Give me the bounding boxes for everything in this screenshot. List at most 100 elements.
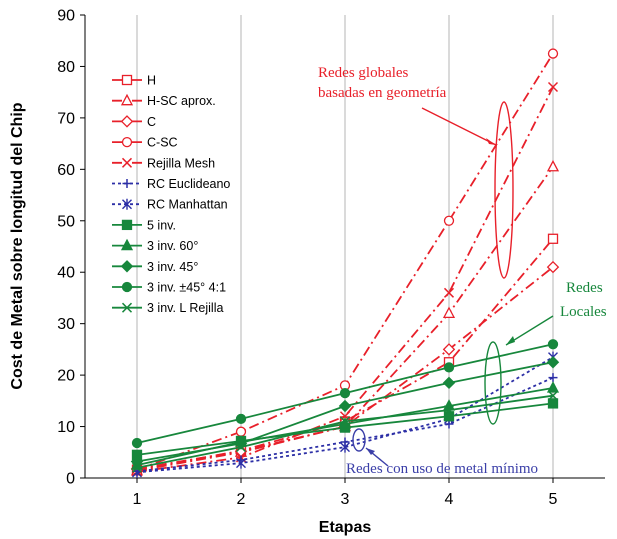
global-annotation-arrow — [421, 107, 497, 146]
minimum-metal-annotation-ellipse — [352, 428, 366, 452]
data-point — [235, 413, 247, 424]
legend-marker — [122, 198, 132, 210]
legend-label: Rejilla Mesh — [147, 156, 215, 170]
series-3-inv-l-rejilla — [131, 390, 559, 473]
global-annotation-arrowhead — [486, 138, 496, 145]
legend-marker — [121, 302, 133, 313]
y-tick-label: 0 — [66, 471, 75, 488]
data-point — [546, 356, 560, 369]
data-point — [547, 48, 559, 59]
legend-label: 3 inv. 60° — [147, 239, 198, 253]
data-point — [547, 398, 559, 409]
data-point — [547, 339, 559, 350]
data-point — [547, 81, 559, 93]
legend-marker — [120, 115, 134, 128]
legend-marker — [121, 157, 133, 168]
y-tick-label: 30 — [57, 316, 75, 333]
y-tick-label: 70 — [57, 110, 75, 127]
legend-label: 3 inv. ±45° 4:1 — [147, 281, 226, 295]
x-tick-label: 1 — [133, 491, 142, 508]
series-3-inv-45-4-1 — [131, 339, 559, 449]
data-point — [235, 442, 247, 453]
global-annotation-label-line1: Redes globales — [318, 65, 409, 81]
legend-marker — [120, 93, 134, 106]
annotations: Redes globales basadas en geometría Rede… — [318, 65, 607, 477]
series — [130, 48, 560, 478]
y-tick-label: 60 — [57, 162, 75, 179]
legend-item-5-inv: 5 inv. — [112, 218, 176, 232]
legend-marker — [120, 238, 134, 251]
data-point — [443, 215, 455, 226]
data-point — [442, 306, 456, 319]
data-point — [546, 381, 560, 393]
tick-labels: 0 10 20 30 40 50 60 70 80 90 1 2 3 4 5 — [57, 8, 557, 509]
data-point — [235, 426, 247, 437]
data-point — [131, 462, 143, 473]
x-axis-title: Etapas — [319, 519, 372, 536]
y-tick-label: 50 — [57, 213, 75, 230]
x-tick-label: 4 — [445, 491, 454, 508]
local-annotation-arrowhead — [506, 336, 515, 345]
legend-label: H — [147, 74, 156, 88]
data-point — [546, 260, 560, 274]
legend-item-3-inv-60: 3 inv. 60° — [112, 238, 198, 253]
x-tick-label: 5 — [549, 491, 558, 508]
series-line — [136, 166, 554, 472]
local-annotation-ellipse — [484, 341, 502, 425]
minimum-metal-annotation-arrowhead — [366, 448, 375, 455]
legend-label: RC Manhattan — [147, 198, 228, 212]
data-point — [131, 437, 143, 449]
legend-item-h: H — [112, 74, 156, 88]
data-point — [547, 233, 559, 244]
series-line — [136, 86, 554, 473]
legend-marker — [122, 179, 132, 188]
global-annotation-ellipse — [494, 101, 514, 279]
legend-item-c-sc: C-SC — [112, 136, 178, 150]
y-axis-title: Cost de Metal sobre longitud del Chip — [9, 102, 26, 389]
global-annotation-label-line2: basadas en geometría — [318, 85, 447, 101]
data-point — [443, 405, 455, 416]
local-annotation-label-line2: Locales — [560, 304, 607, 320]
legend-item-rejilla-mesh: Rejilla Mesh — [112, 156, 215, 170]
local-annotation-label-line1: Redes — [566, 280, 603, 296]
x-tick-label: 3 — [341, 491, 350, 508]
data-point — [443, 411, 455, 422]
legend-marker — [121, 74, 133, 86]
data-point — [546, 159, 560, 172]
legend-label: H-SC aprox. — [147, 94, 216, 108]
legend-item-3-inv-45: 3 inv. 45° — [112, 260, 198, 274]
legend-label: 3 inv. 45° — [147, 260, 198, 274]
data-point — [548, 373, 558, 383]
data-point — [442, 343, 456, 356]
legend-label: C — [147, 115, 156, 129]
x-tick-label: 2 — [237, 491, 246, 508]
data-point — [443, 287, 455, 298]
y-tick-label: 20 — [57, 368, 75, 385]
data-point — [339, 416, 351, 427]
y-tick-label: 10 — [57, 419, 75, 436]
legend-label: 3 inv. L Rejilla — [147, 301, 223, 315]
legend-item-rc-manhattan: RC Manhattan — [112, 198, 228, 212]
minimum-metal-annotation-label: Redes con uso de metal mínimo — [346, 461, 538, 477]
data-point — [236, 457, 246, 469]
data-point — [340, 441, 350, 453]
legend-label: RC Euclideano — [147, 177, 230, 191]
legend-marker — [121, 281, 133, 293]
legend-item-3-inv-l-rejilla: 3 inv. L Rejilla — [112, 301, 223, 315]
legend: H H-SC aprox. C C-SC Rejilla Mesh RC Euclidea… — [112, 74, 230, 315]
series-line — [136, 266, 554, 470]
legend-item-c: C — [112, 115, 156, 129]
legend-marker — [121, 136, 133, 148]
legend-marker — [121, 219, 133, 231]
y-tick-label: 90 — [57, 8, 75, 25]
legend-item-rc-euclideano: RC Euclideano — [112, 177, 230, 191]
legend-label: 5 inv. — [147, 218, 176, 232]
data-point — [547, 390, 559, 401]
data-point — [338, 399, 352, 413]
y-tick-label: 40 — [57, 265, 75, 282]
legend-item-3-inv-45-4-1: 3 inv. ±45° 4:1 — [112, 281, 226, 295]
legend-item-h-sc-aprox: H-SC aprox. — [112, 93, 216, 108]
data-point — [442, 376, 456, 390]
y-tick-label: 80 — [57, 59, 75, 76]
data-point — [339, 387, 351, 399]
